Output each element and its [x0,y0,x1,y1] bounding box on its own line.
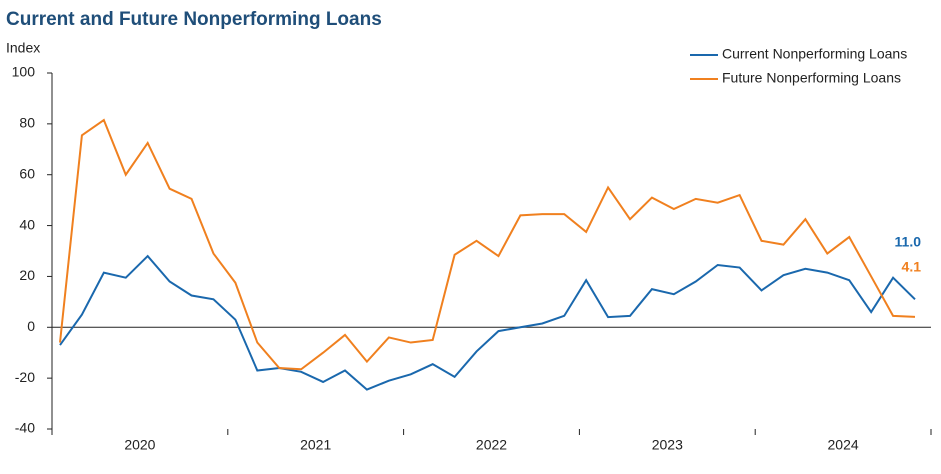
x-tick-label: 2024 [828,437,859,453]
x-tick-label: 2022 [476,437,507,453]
data-label: 4.1 [902,259,922,275]
y-tick-label: 0 [27,318,35,334]
chart-title: Current and Future Nonperforming Loans [6,9,382,30]
y-tick-label: 40 [19,216,35,232]
x-tick-label: 2020 [124,437,155,453]
series-line [59,254,916,391]
y-tick-label: -40 [15,420,35,436]
legend-label: Current Nonperforming Loans [722,46,907,62]
y-axis-label: Index [6,40,40,56]
y-tick-label: -20 [15,369,35,385]
x-tick-label: 2023 [652,437,683,453]
legend-label: Future Nonperforming Loans [722,70,901,86]
x-tick-label: 2021 [300,437,331,453]
y-tick-label: 100 [12,64,36,80]
y-tick-label: 60 [19,165,35,181]
y-tick-label: 80 [19,115,35,131]
data-label: 11.0 [895,234,922,250]
y-tick-label: 20 [19,267,35,283]
series-line [59,118,916,371]
